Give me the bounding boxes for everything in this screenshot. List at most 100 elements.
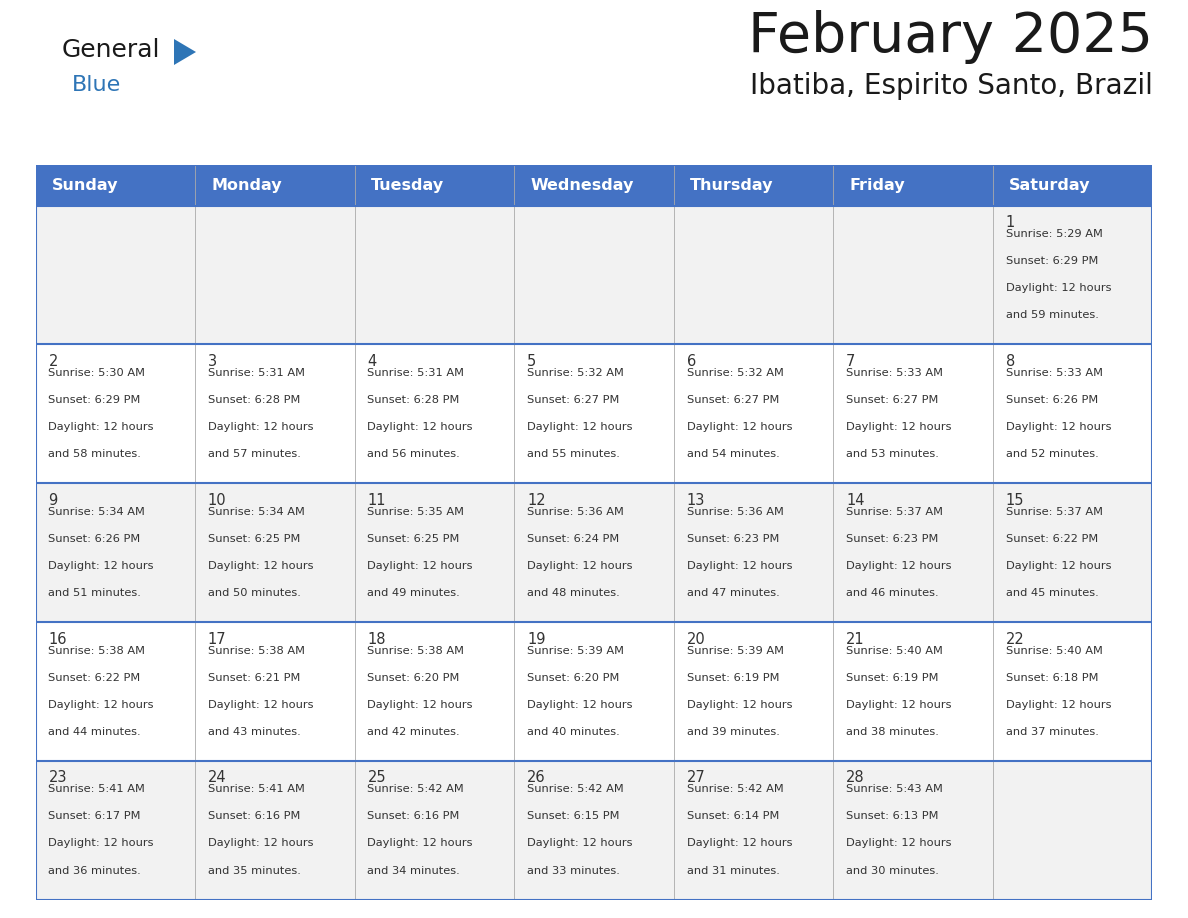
Text: and 49 minutes.: and 49 minutes.	[367, 588, 460, 598]
Text: Sunset: 6:20 PM: Sunset: 6:20 PM	[527, 673, 619, 683]
Text: Daylight: 12 hours: Daylight: 12 hours	[687, 700, 792, 710]
Text: and 47 minutes.: and 47 minutes.	[687, 588, 779, 598]
Text: 8: 8	[1005, 354, 1015, 369]
Bar	[355, 165, 514, 206]
Bar	[36, 165, 195, 206]
Text: Sunset: 6:25 PM: Sunset: 6:25 PM	[367, 533, 460, 543]
Text: and 38 minutes.: and 38 minutes.	[846, 727, 939, 737]
Text: Sunrise: 5:35 AM: Sunrise: 5:35 AM	[367, 507, 465, 517]
Text: 13: 13	[687, 493, 704, 508]
Bar	[36, 761, 195, 900]
Text: Daylight: 12 hours: Daylight: 12 hours	[527, 561, 632, 571]
Bar	[674, 165, 833, 206]
Text: Sunrise: 5:42 AM: Sunrise: 5:42 AM	[527, 784, 624, 794]
Text: 6: 6	[687, 354, 696, 369]
Text: 2: 2	[49, 354, 58, 369]
Text: 4: 4	[367, 354, 377, 369]
Text: Daylight: 12 hours: Daylight: 12 hours	[367, 422, 473, 432]
Bar	[833, 761, 993, 900]
Text: Daylight: 12 hours: Daylight: 12 hours	[49, 700, 154, 710]
Text: 25: 25	[367, 770, 386, 786]
Bar	[833, 622, 993, 761]
Text: Sunset: 6:19 PM: Sunset: 6:19 PM	[846, 673, 939, 683]
Text: Daylight: 12 hours: Daylight: 12 hours	[49, 422, 154, 432]
Bar	[514, 761, 674, 900]
Text: Sunrise: 5:38 AM: Sunrise: 5:38 AM	[208, 645, 305, 655]
Text: Sunrise: 5:40 AM: Sunrise: 5:40 AM	[846, 645, 943, 655]
Text: and 39 minutes.: and 39 minutes.	[687, 727, 779, 737]
Text: Daylight: 12 hours: Daylight: 12 hours	[49, 561, 154, 571]
Text: Sunrise: 5:38 AM: Sunrise: 5:38 AM	[49, 645, 145, 655]
Text: General: General	[62, 38, 160, 62]
Text: and 40 minutes.: and 40 minutes.	[527, 727, 620, 737]
Text: Sunset: 6:13 PM: Sunset: 6:13 PM	[846, 812, 939, 822]
Text: Sunrise: 5:34 AM: Sunrise: 5:34 AM	[208, 507, 305, 517]
Text: Sunrise: 5:37 AM: Sunrise: 5:37 AM	[1005, 507, 1102, 517]
Text: and 33 minutes.: and 33 minutes.	[527, 866, 620, 876]
Text: Sunday: Sunday	[51, 178, 118, 193]
Text: Sunset: 6:14 PM: Sunset: 6:14 PM	[687, 812, 779, 822]
Bar	[36, 344, 195, 483]
Text: Daylight: 12 hours: Daylight: 12 hours	[527, 422, 632, 432]
Bar	[993, 344, 1152, 483]
Text: and 50 minutes.: and 50 minutes.	[208, 588, 301, 598]
Text: 24: 24	[208, 770, 227, 786]
Bar	[514, 165, 674, 206]
Text: Sunset: 6:27 PM: Sunset: 6:27 PM	[846, 395, 939, 405]
Bar	[514, 622, 674, 761]
Bar	[355, 344, 514, 483]
Text: Ibatiba, Espirito Santo, Brazil: Ibatiba, Espirito Santo, Brazil	[750, 72, 1154, 100]
Text: Daylight: 12 hours: Daylight: 12 hours	[49, 838, 154, 848]
Text: Sunset: 6:27 PM: Sunset: 6:27 PM	[687, 395, 779, 405]
Text: Sunrise: 5:39 AM: Sunrise: 5:39 AM	[527, 645, 624, 655]
Text: and 45 minutes.: and 45 minutes.	[1005, 588, 1099, 598]
Text: Friday: Friday	[849, 178, 905, 193]
Bar	[355, 622, 514, 761]
Text: 18: 18	[367, 632, 386, 646]
Text: Blue: Blue	[72, 75, 121, 95]
Text: Sunrise: 5:36 AM: Sunrise: 5:36 AM	[527, 507, 624, 517]
Text: Daylight: 12 hours: Daylight: 12 hours	[687, 561, 792, 571]
Text: 23: 23	[49, 770, 67, 786]
Bar	[674, 761, 833, 900]
Bar	[195, 206, 355, 344]
Text: Sunrise: 5:42 AM: Sunrise: 5:42 AM	[367, 784, 465, 794]
Text: Sunset: 6:21 PM: Sunset: 6:21 PM	[208, 673, 301, 683]
Text: 1: 1	[1005, 215, 1015, 230]
Text: Wednesday: Wednesday	[530, 178, 633, 193]
Text: Sunset: 6:19 PM: Sunset: 6:19 PM	[687, 673, 779, 683]
Text: Daylight: 12 hours: Daylight: 12 hours	[1005, 700, 1111, 710]
Text: Sunset: 6:26 PM: Sunset: 6:26 PM	[1005, 395, 1098, 405]
Text: 14: 14	[846, 493, 865, 508]
Text: Sunrise: 5:42 AM: Sunrise: 5:42 AM	[687, 784, 783, 794]
Text: and 35 minutes.: and 35 minutes.	[208, 866, 301, 876]
Text: and 56 minutes.: and 56 minutes.	[367, 449, 460, 459]
Text: and 37 minutes.: and 37 minutes.	[1005, 727, 1099, 737]
Text: Sunset: 6:25 PM: Sunset: 6:25 PM	[208, 533, 301, 543]
Text: and 59 minutes.: and 59 minutes.	[1005, 310, 1099, 320]
Text: 9: 9	[49, 493, 58, 508]
Text: and 54 minutes.: and 54 minutes.	[687, 449, 779, 459]
Text: Sunrise: 5:31 AM: Sunrise: 5:31 AM	[208, 368, 305, 378]
Text: and 43 minutes.: and 43 minutes.	[208, 727, 301, 737]
Text: Tuesday: Tuesday	[371, 178, 444, 193]
Text: 3: 3	[208, 354, 217, 369]
Bar	[514, 206, 674, 344]
Bar	[833, 165, 993, 206]
Text: Daylight: 12 hours: Daylight: 12 hours	[527, 700, 632, 710]
Bar	[993, 761, 1152, 900]
Text: 28: 28	[846, 770, 865, 786]
Text: Daylight: 12 hours: Daylight: 12 hours	[1005, 422, 1111, 432]
Text: Daylight: 12 hours: Daylight: 12 hours	[208, 561, 314, 571]
Text: 27: 27	[687, 770, 706, 786]
Text: Thursday: Thursday	[690, 178, 773, 193]
Text: 10: 10	[208, 493, 227, 508]
Text: Sunset: 6:20 PM: Sunset: 6:20 PM	[367, 673, 460, 683]
Text: 21: 21	[846, 632, 865, 646]
Bar	[993, 622, 1152, 761]
Text: Sunrise: 5:40 AM: Sunrise: 5:40 AM	[1005, 645, 1102, 655]
Text: 7: 7	[846, 354, 855, 369]
Text: Sunrise: 5:34 AM: Sunrise: 5:34 AM	[49, 507, 145, 517]
Text: and 42 minutes.: and 42 minutes.	[367, 727, 460, 737]
Bar	[514, 344, 674, 483]
